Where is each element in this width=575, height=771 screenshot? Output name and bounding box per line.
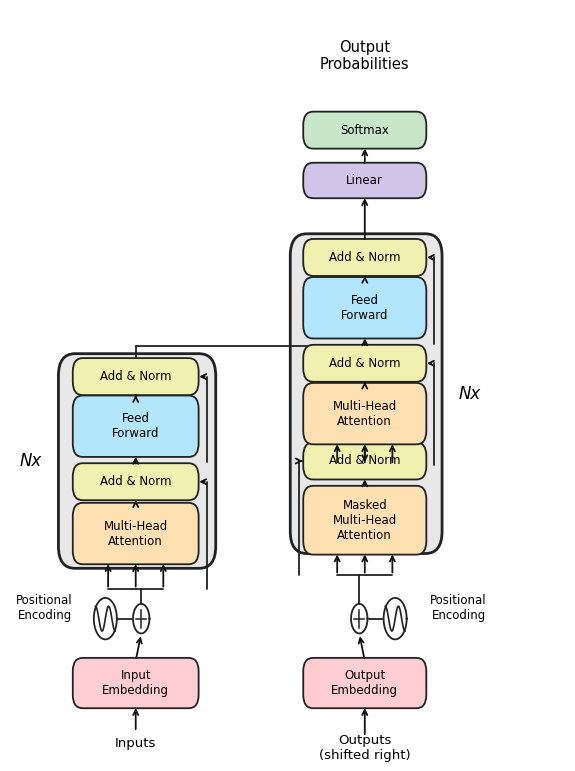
Text: Add & Norm: Add & Norm [100, 370, 171, 383]
FancyBboxPatch shape [73, 658, 198, 709]
FancyBboxPatch shape [303, 345, 426, 382]
Text: Positional
Encoding: Positional Encoding [16, 594, 73, 621]
Text: Add & Norm: Add & Norm [329, 357, 401, 370]
Text: Masked
Multi-Head
Attention: Masked Multi-Head Attention [333, 499, 397, 542]
Text: Feed
Forward: Feed Forward [341, 294, 389, 322]
FancyBboxPatch shape [303, 112, 426, 149]
Text: Linear: Linear [346, 174, 383, 187]
Text: Feed
Forward: Feed Forward [112, 412, 159, 440]
Text: Input
Embedding: Input Embedding [102, 669, 169, 697]
Text: Add & Norm: Add & Norm [100, 475, 171, 488]
Text: Add & Norm: Add & Norm [329, 251, 401, 264]
Text: Add & Norm: Add & Norm [329, 454, 401, 467]
FancyBboxPatch shape [59, 354, 216, 568]
Text: Multi-Head
Attention: Multi-Head Attention [104, 520, 168, 547]
Text: Output
Probabilities: Output Probabilities [320, 40, 409, 72]
FancyBboxPatch shape [290, 234, 442, 554]
Text: Multi-Head
Attention: Multi-Head Attention [333, 399, 397, 428]
Text: Outputs
(shifted right): Outputs (shifted right) [319, 734, 411, 763]
FancyBboxPatch shape [73, 503, 198, 564]
Text: Inputs: Inputs [115, 737, 156, 750]
Text: Nx: Nx [458, 385, 481, 402]
FancyBboxPatch shape [303, 239, 426, 276]
FancyBboxPatch shape [303, 277, 426, 338]
FancyBboxPatch shape [73, 358, 198, 395]
Text: Softmax: Softmax [340, 123, 389, 136]
FancyBboxPatch shape [303, 486, 426, 554]
Text: Positional
Encoding: Positional Encoding [430, 594, 487, 621]
FancyBboxPatch shape [303, 443, 426, 480]
FancyBboxPatch shape [303, 163, 426, 198]
FancyBboxPatch shape [303, 658, 426, 709]
FancyBboxPatch shape [303, 383, 426, 444]
FancyBboxPatch shape [73, 396, 198, 457]
FancyBboxPatch shape [73, 463, 198, 500]
Text: Output
Embedding: Output Embedding [331, 669, 398, 697]
Text: Nx: Nx [20, 452, 42, 470]
